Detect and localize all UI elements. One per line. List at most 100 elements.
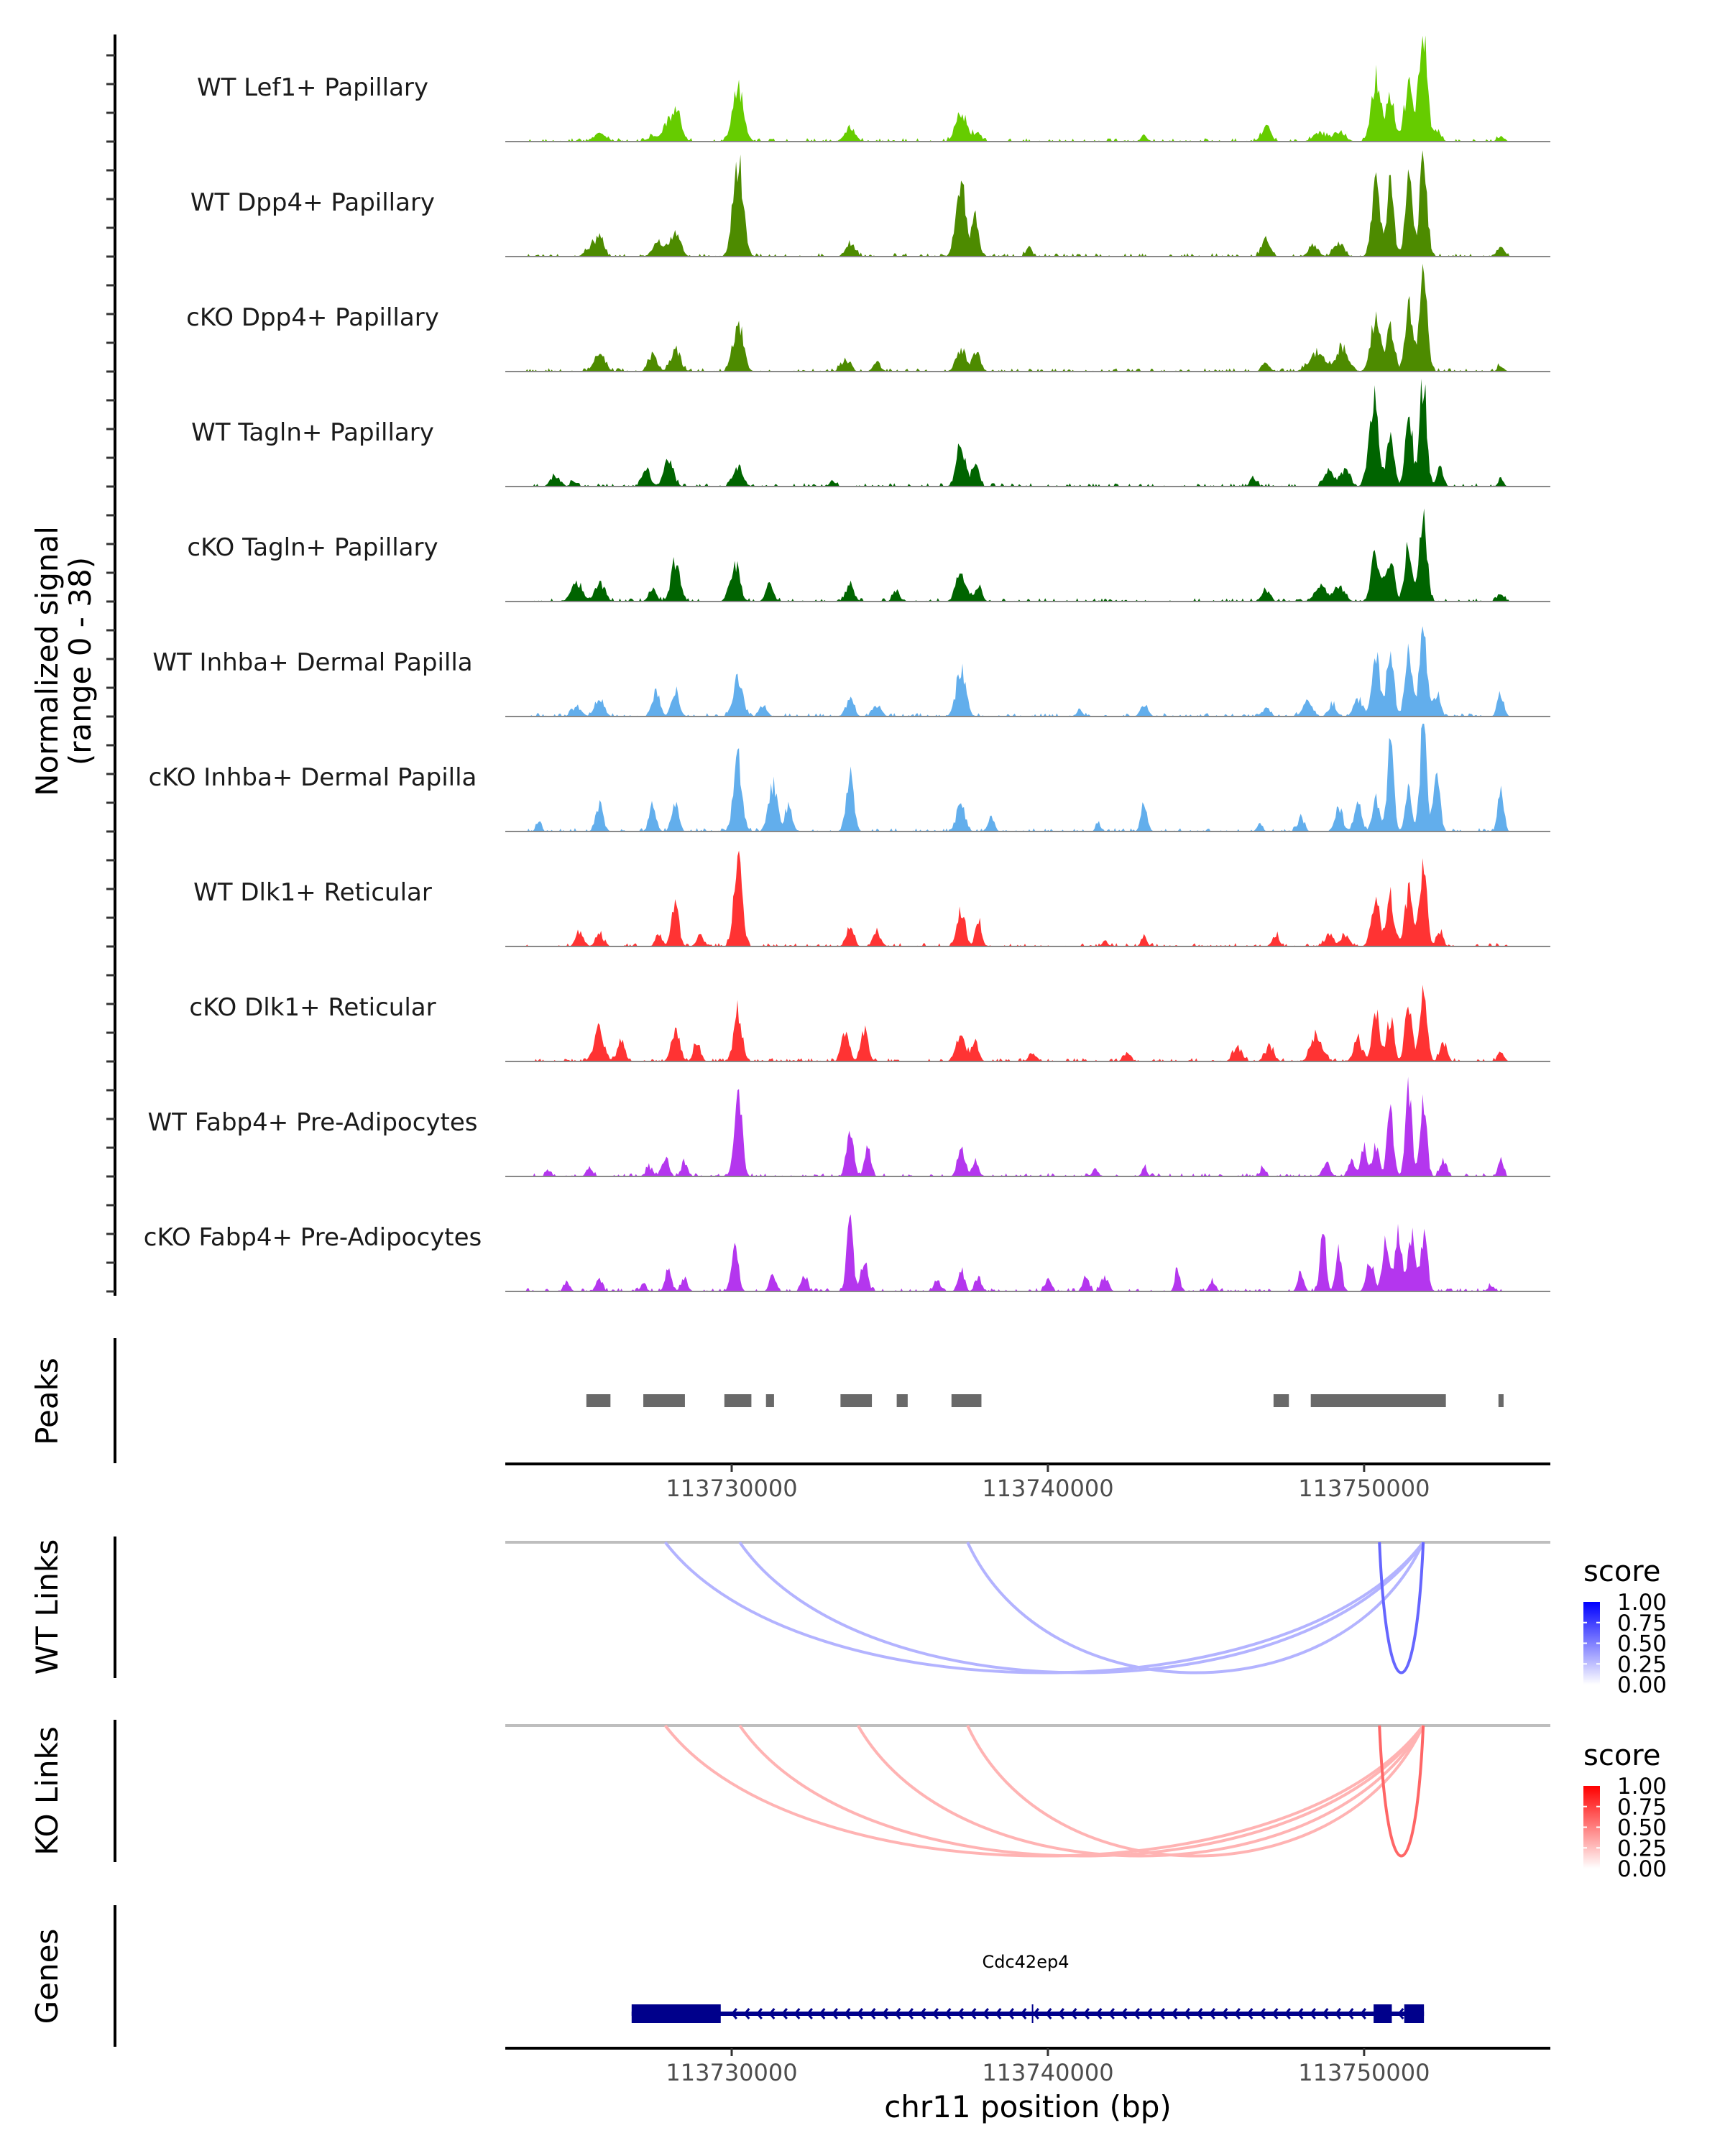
peak-regions bbox=[586, 1394, 1504, 1407]
x-axis-top: 113730000 113740000 113750000 bbox=[505, 1462, 1550, 1502]
strand-arrow bbox=[957, 2008, 964, 2019]
gene-name-label: Cdc42ep4 bbox=[982, 1952, 1069, 1972]
strand-arrow bbox=[1397, 2008, 1404, 2019]
legend-tick-label: 1.00 bbox=[1617, 1590, 1667, 1616]
strand-arrow bbox=[869, 2008, 876, 2019]
legend-tick-label: 0.25 bbox=[1617, 1651, 1667, 1677]
peaks-panel: Peaks bbox=[29, 1338, 1504, 1463]
coverage-track: cKO Dpp4+ Papillary bbox=[186, 264, 1550, 372]
strand-arrow bbox=[1108, 2008, 1115, 2019]
coverage-ylabel: Normalized signal (range 0 - 38) bbox=[29, 526, 98, 796]
strand-arrow bbox=[1070, 2008, 1077, 2019]
x-axis-bottom-tick-label: 113750000 bbox=[1298, 2059, 1430, 2086]
coverage-track-label: WT Fabp4+ Pre-Adipocytes bbox=[148, 1108, 478, 1137]
coverage-area bbox=[505, 150, 1550, 257]
link-arc bbox=[857, 1725, 1425, 1858]
link-arc bbox=[663, 1724, 1425, 1858]
peak-region bbox=[586, 1394, 611, 1407]
coverage-area bbox=[505, 35, 1550, 142]
x-axis-top-tick-label: 113750000 bbox=[1298, 1475, 1430, 1502]
strand-arrow bbox=[1233, 2008, 1241, 2019]
strand-arrow bbox=[755, 2008, 763, 2019]
coverage-track-label: cKO Inhba+ Dermal Papilla bbox=[149, 763, 477, 792]
gene-exon bbox=[1374, 2004, 1392, 2023]
coverage-area bbox=[505, 724, 1550, 831]
strand-arrow bbox=[970, 2008, 977, 2019]
wt-links-label: WT Links bbox=[29, 1539, 65, 1674]
coverage-track-label: cKO Dpp4+ Papillary bbox=[186, 303, 439, 332]
coverage-track: cKO Tagln+ Papillary bbox=[187, 508, 1550, 602]
legend-title: score bbox=[1583, 1739, 1660, 1772]
strand-arrow bbox=[1221, 2008, 1228, 2019]
gene-exon bbox=[1404, 2004, 1425, 2023]
strand-arrow bbox=[1284, 2008, 1291, 2019]
peaks-panel-label: Peaks bbox=[29, 1358, 65, 1445]
link-arc bbox=[738, 1541, 1425, 1674]
strand-arrow bbox=[944, 2008, 952, 2019]
x-axis-bottom: 113730000 113740000 113750000 bbox=[505, 2047, 1550, 2086]
strand-arrow bbox=[1246, 2008, 1254, 2019]
legend-colorbar bbox=[1583, 1602, 1600, 1685]
coverage-area bbox=[505, 508, 1550, 602]
legend-tick-label: 0.50 bbox=[1617, 1815, 1667, 1841]
coverage-area bbox=[505, 1214, 1550, 1291]
peak-region bbox=[840, 1394, 873, 1407]
coverage-track-label: cKO Tagln+ Papillary bbox=[187, 533, 438, 562]
coverage-track: cKO Inhba+ Dermal Papilla bbox=[149, 724, 1550, 832]
ko-link-arcs bbox=[663, 1724, 1425, 1858]
strand-arrow bbox=[894, 2008, 901, 2019]
coverage-ylabel-line2: (range 0 - 38) bbox=[63, 557, 98, 765]
coverage-ylabel-line1: Normalized signal bbox=[29, 526, 65, 796]
strand-arrow bbox=[831, 2008, 838, 2019]
coverage-track: cKO Dlk1+ Reticular bbox=[189, 985, 1550, 1062]
coverage-track-label: cKO Fabp4+ Pre-Adipocytes bbox=[144, 1223, 482, 1252]
strand-arrow bbox=[1359, 2008, 1366, 2019]
gene-model: Cdc42ep4 bbox=[631, 1952, 1425, 2023]
coverage-track: WT Dlk1+ Reticular bbox=[193, 850, 1550, 947]
coverage-tracks: WT Lef1+ Papillary WT Dpp4+ Papillary cKO … bbox=[144, 35, 1550, 1292]
strand-arrow bbox=[794, 2008, 801, 2019]
wt-link-arcs bbox=[663, 1541, 1425, 1674]
strand-arrow bbox=[844, 2008, 851, 2019]
strand-arrow bbox=[1271, 2008, 1279, 2019]
link-arc bbox=[1378, 1725, 1425, 1858]
legend-tick-label: 0.25 bbox=[1617, 1835, 1667, 1861]
legend-colorbar bbox=[1583, 1786, 1600, 1869]
link-arc bbox=[966, 1725, 1425, 1858]
legend-title: score bbox=[1583, 1555, 1660, 1588]
peak-region bbox=[765, 1394, 774, 1407]
strand-arrow bbox=[1082, 2008, 1090, 2019]
strand-arrow bbox=[1334, 2008, 1341, 2019]
peak-region bbox=[951, 1394, 982, 1407]
legend-tick-label: 0.75 bbox=[1617, 1611, 1667, 1636]
strand-arrow bbox=[1347, 2008, 1354, 2019]
coverage-area bbox=[505, 850, 1550, 946]
coverage-track-label: WT Dpp4+ Papillary bbox=[190, 188, 435, 217]
strand-arrow bbox=[1045, 2008, 1052, 2019]
coverage-y-axis bbox=[106, 34, 116, 1296]
gene-models: Cdc42ep4 bbox=[631, 1952, 1425, 2023]
strand-arrow bbox=[730, 2008, 737, 2019]
legend-tick-label: 1.00 bbox=[1617, 1774, 1667, 1800]
strand-arrow bbox=[1183, 2008, 1190, 2019]
strand-arrow bbox=[1020, 2008, 1027, 2019]
coverage-area bbox=[505, 626, 1550, 717]
coverage-track: cKO Fabp4+ Pre-Adipocytes bbox=[144, 1214, 1550, 1292]
strand-arrow bbox=[906, 2008, 914, 2019]
strand-arrow bbox=[919, 2008, 926, 2019]
strand-arrow bbox=[881, 2008, 888, 2019]
peak-region bbox=[1310, 1394, 1446, 1407]
peak-region bbox=[643, 1394, 685, 1407]
strand-arrow bbox=[1146, 2008, 1153, 2019]
coverage-track: WT Inhba+ Dermal Papilla bbox=[152, 626, 1550, 717]
gene-exon bbox=[631, 2004, 721, 2023]
coverage-track-label: WT Dlk1+ Reticular bbox=[193, 878, 432, 907]
strand-arrow bbox=[781, 2008, 788, 2019]
ko-links-label: KO Links bbox=[29, 1726, 65, 1856]
legend-tick-label: 0.00 bbox=[1617, 1856, 1667, 1882]
legend-tick-label: 0.50 bbox=[1617, 1631, 1667, 1657]
strand-arrow bbox=[1208, 2008, 1215, 2019]
